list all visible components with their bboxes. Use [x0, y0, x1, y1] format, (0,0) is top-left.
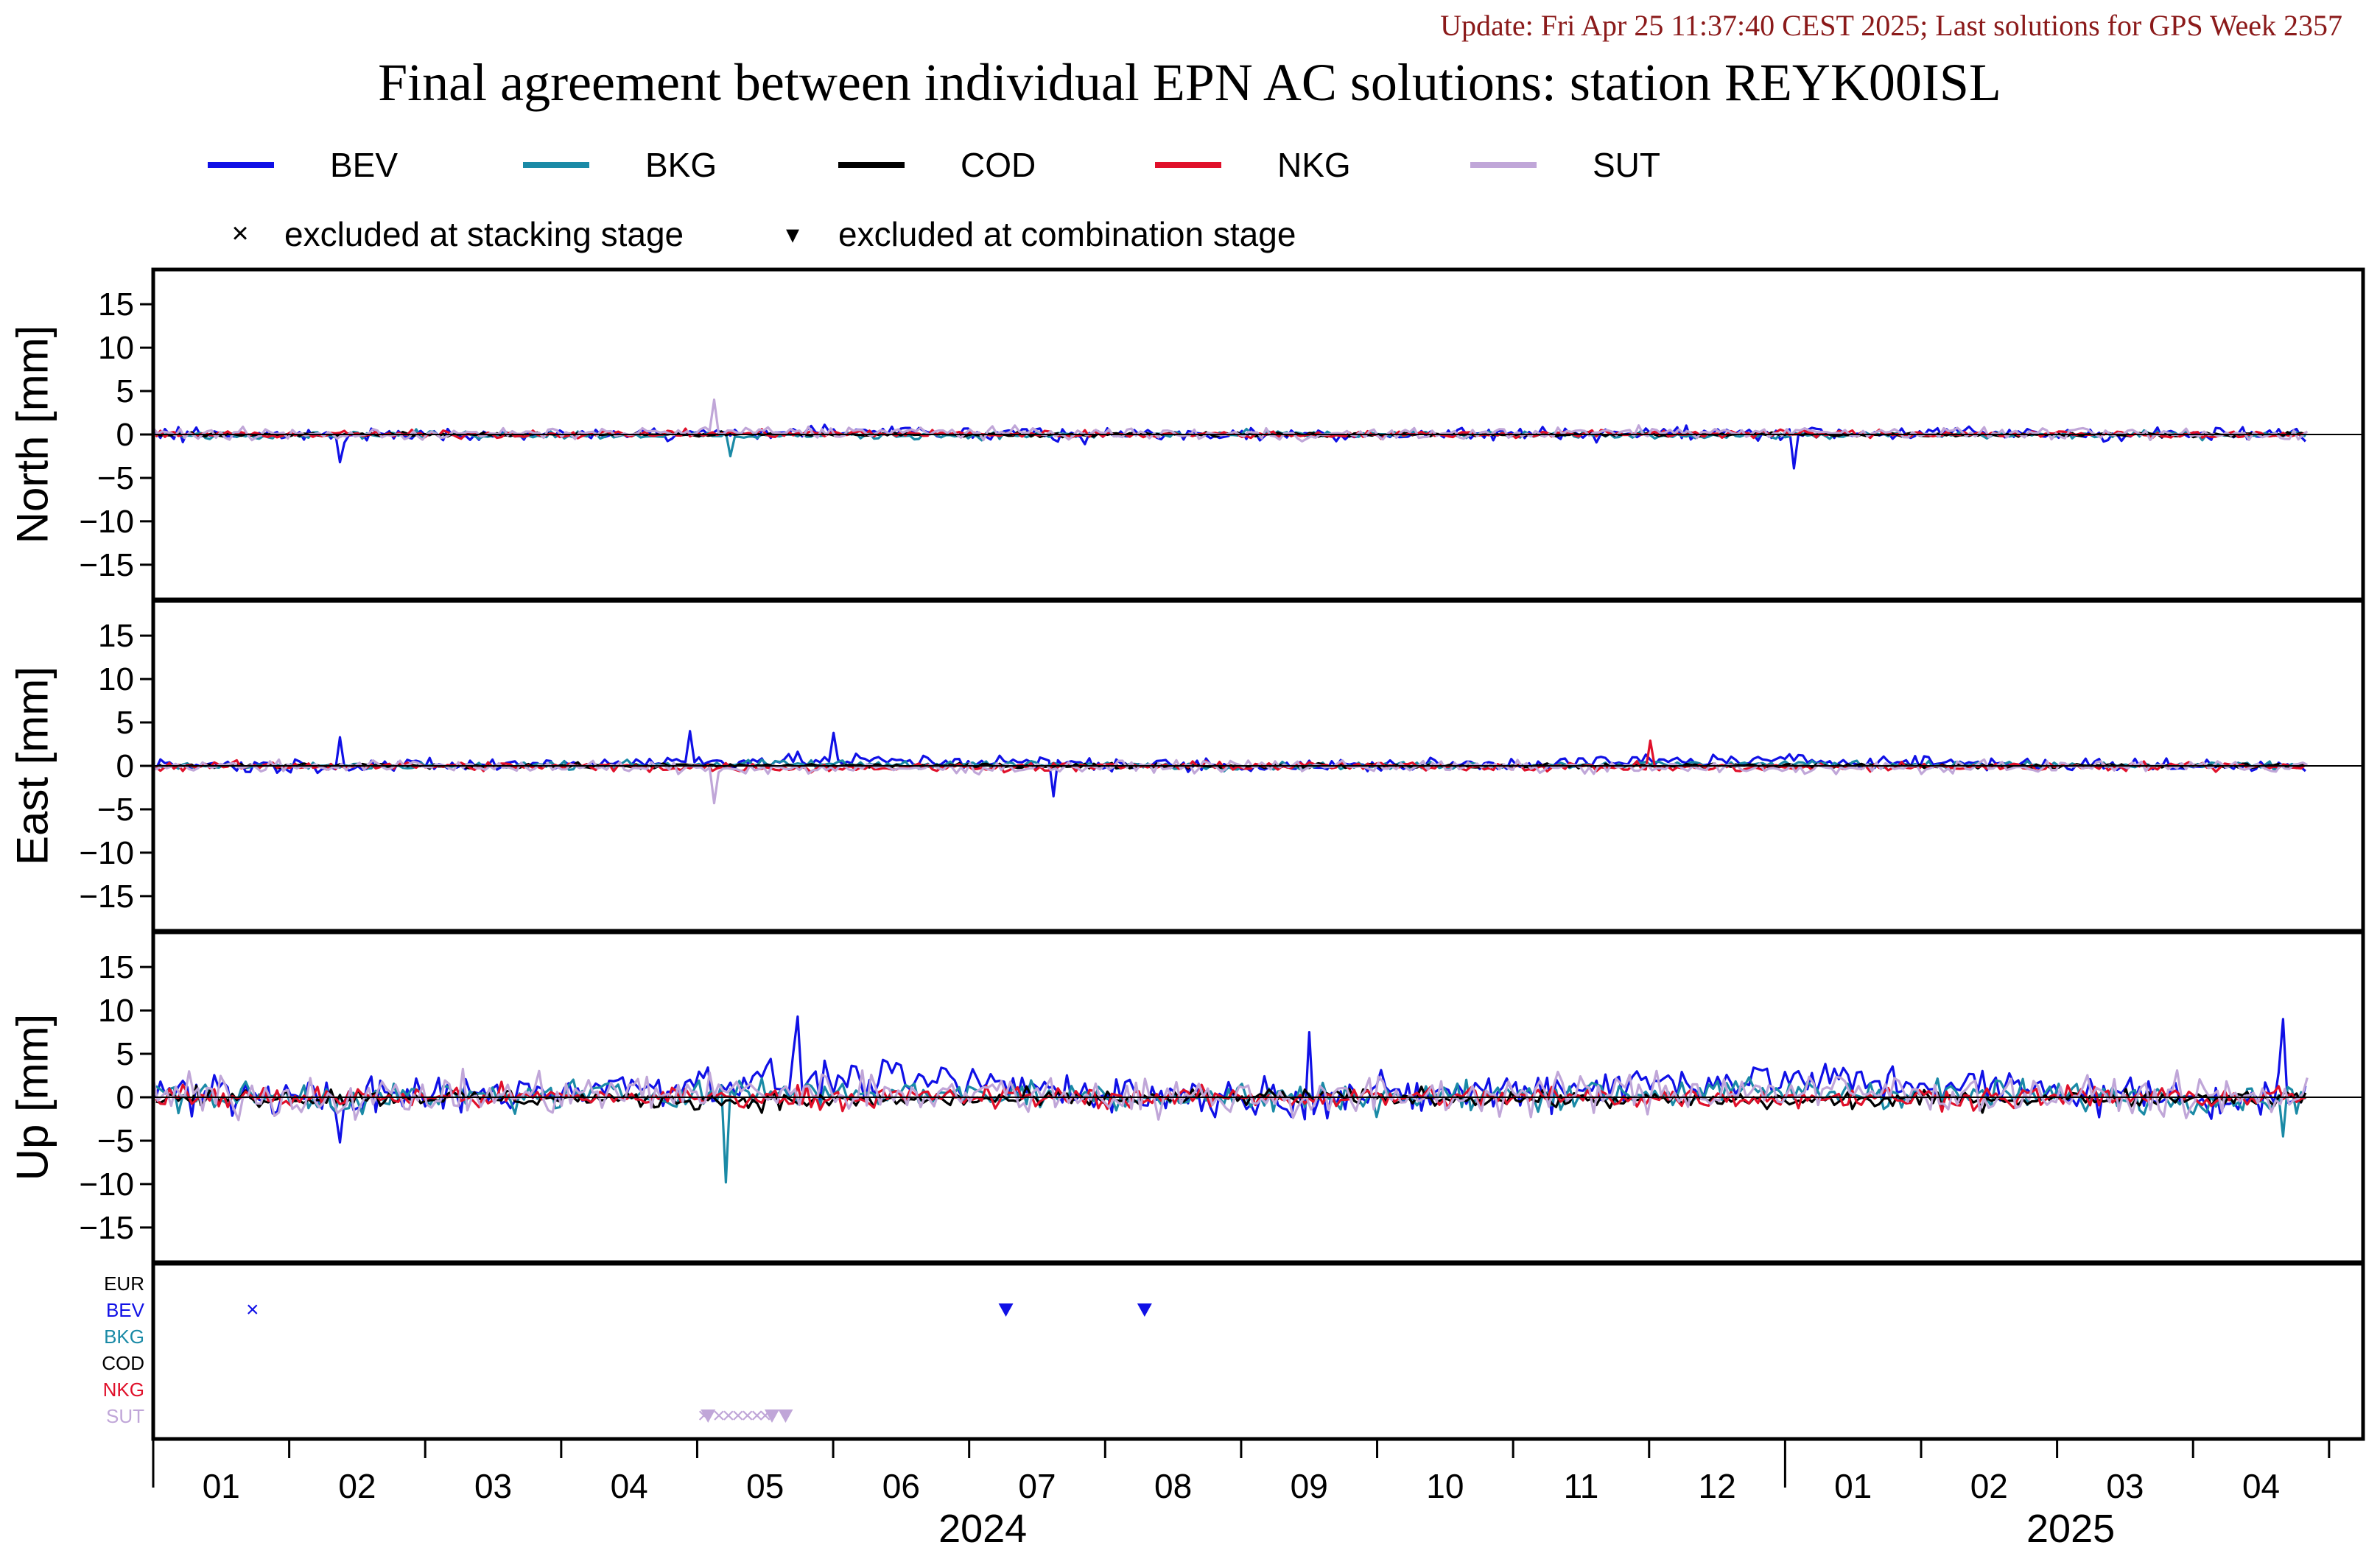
- xtick-label: 03: [2106, 1467, 2144, 1505]
- stacking-exclusion-mark: ×: [741, 1404, 754, 1428]
- up-ytick-label: 5: [116, 1036, 134, 1072]
- xtick-label: 01: [1834, 1467, 1872, 1505]
- east-ytick-label: 5: [116, 705, 134, 741]
- x-axis: 01 02 03 04 05 06 07 08 09 10 11 12 01 02 03 04 2024 2025: [152, 1440, 2331, 1545]
- up-trace-sut: [152, 1067, 2309, 1122]
- up-traces: [152, 1015, 2309, 1184]
- exclusion-frame: [151, 1261, 2365, 1441]
- legend-label-bev: BEV: [330, 146, 398, 184]
- up-ytick-label: −15: [79, 1210, 134, 1246]
- stacking-exclusion-mark: ×: [731, 1404, 745, 1428]
- exclusion-row-label: SUT: [106, 1405, 144, 1427]
- east-ytick-label: 0: [116, 748, 134, 784]
- panel-east: 15 10 5 0 −5 −10 −15 East [mm]: [8, 599, 2365, 933]
- north-ylabel: North [mm]: [8, 325, 57, 544]
- panel-north: 15 10 5 0 −5 −10 −15 North [mm]: [8, 267, 2365, 602]
- legend-marker-combination-symbol: ▾: [786, 219, 799, 249]
- year-label-2025: 2025: [2026, 1507, 2115, 1545]
- north-ytick-label: 0: [116, 417, 134, 453]
- xtick-label: 04: [2242, 1467, 2280, 1505]
- up-ytick-label: −5: [97, 1123, 134, 1159]
- north-ytick-label: 5: [116, 373, 134, 409]
- legend-label-sut: SUT: [1593, 146, 1660, 184]
- up-ytick-label: −10: [79, 1166, 134, 1203]
- stacking-exclusion-mark: ×: [246, 1298, 259, 1322]
- combination-exclusion-mark: [1137, 1303, 1152, 1317]
- east-ytick-label: −5: [97, 792, 134, 828]
- xtick-label: 04: [611, 1467, 648, 1505]
- stacking-exclusion-mark: ×: [722, 1404, 735, 1428]
- north-ytick-label: −10: [79, 504, 134, 540]
- xtick-label: 08: [1154, 1467, 1192, 1505]
- year-label-2024: 2024: [938, 1507, 1027, 1545]
- combination-exclusion-mark: [778, 1409, 793, 1423]
- up-ytick-label: 10: [98, 993, 134, 1029]
- legend: BEV BKG COD NKG SUT × excluded at stacki…: [208, 146, 1660, 253]
- panels: 15 10 5 0 −5 −10 −15 North [mm] 15 10 5 0 −5 −10 −15 Ea…: [8, 267, 2365, 1264]
- xtick-label: 05: [746, 1467, 784, 1505]
- east-ytick-label: 15: [98, 618, 134, 654]
- up-ytick-label: 0: [116, 1080, 134, 1116]
- legend-marker-stacking-symbol: ×: [231, 217, 248, 250]
- legend-item-sut: SUT: [1470, 146, 1660, 184]
- stacking-exclusion-mark: ×: [751, 1404, 764, 1428]
- east-ytick-label: −15: [79, 879, 134, 915]
- combination-exclusion-mark: [765, 1409, 779, 1423]
- panel-up: 15 10 5 0 −5 −10 −15 Up [mm]: [8, 930, 2365, 1264]
- up-trace-bev: [155, 1015, 2307, 1144]
- exclusion-row-label: COD: [102, 1352, 144, 1374]
- xtick-label: 06: [882, 1467, 920, 1505]
- combination-exclusion-mark: [701, 1409, 716, 1423]
- legend-item-bkg: BKG: [523, 146, 717, 184]
- up-ytick-label: 15: [98, 949, 134, 985]
- legend-label-bkg: BKG: [645, 146, 717, 184]
- east-ytick-label: −10: [79, 835, 134, 871]
- east-trace-nkg: [155, 739, 2306, 774]
- east-ytick-label: 10: [98, 661, 134, 697]
- exclusion-row-label: EUR: [104, 1273, 144, 1295]
- xtick-label: 02: [338, 1467, 376, 1505]
- north-trace-sut: [152, 398, 2309, 443]
- xtick-label: 02: [1970, 1467, 2008, 1505]
- combination-exclusion-mark: [998, 1303, 1014, 1317]
- xtick-label: 12: [1698, 1467, 1735, 1505]
- xtick-label: 01: [203, 1467, 240, 1505]
- up-ylabel: Up [mm]: [8, 1014, 57, 1181]
- legend-item-bev: BEV: [208, 146, 398, 184]
- north-ytick-label: −5: [97, 460, 134, 496]
- east-ylabel: East [mm]: [8, 666, 57, 865]
- chart-title: Final agreement between individual EPN A…: [378, 53, 2001, 112]
- legend-marker-combination-label: excluded at combination stage: [838, 215, 1296, 253]
- xtick-label: 10: [1426, 1467, 1464, 1505]
- legend-marker-stacking-label: excluded at stacking stage: [284, 215, 684, 253]
- xtick-label: 09: [1291, 1467, 1328, 1505]
- north-ytick-label: 15: [98, 286, 134, 323]
- legend-label-nkg: NKG: [1277, 146, 1351, 184]
- legend-item-nkg: NKG: [1155, 146, 1351, 184]
- stacking-exclusion-mark: ×: [712, 1404, 726, 1428]
- legend-item-cod: COD: [838, 146, 1036, 184]
- east-trace-sut: [152, 758, 2309, 805]
- north-ytick-label: −15: [79, 547, 134, 583]
- exclusion-row-label: BEV: [106, 1299, 145, 1321]
- exclusion-row-label: NKG: [103, 1379, 144, 1401]
- xtick-label: 11: [1564, 1467, 1599, 1505]
- exclusion-row-label: BKG: [104, 1326, 144, 1348]
- legend-label-cod: COD: [961, 146, 1036, 184]
- east-traces: [152, 730, 2309, 805]
- north-trace-bev: [155, 423, 2307, 470]
- update-text: Update: Fri Apr 25 11:37:40 CEST 2025; L…: [1440, 9, 2342, 42]
- xtick-label: 07: [1018, 1467, 1056, 1505]
- north-ytick-label: 10: [98, 330, 134, 366]
- xtick-label: 03: [474, 1467, 512, 1505]
